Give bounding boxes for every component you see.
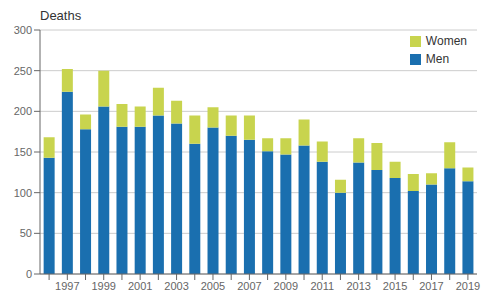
svg-text:2019: 2019: [456, 280, 480, 292]
svg-text:2007: 2007: [237, 280, 261, 292]
svg-text:2003: 2003: [164, 280, 188, 292]
svg-text:150: 150: [14, 146, 32, 158]
svg-text:200: 200: [14, 105, 32, 117]
svg-text:1997: 1997: [55, 280, 79, 292]
html-text:Women: Women: [425, 34, 467, 48]
svg-text:1999: 1999: [91, 280, 115, 292]
svg-text:2017: 2017: [419, 280, 443, 292]
html-text:Men: Men: [425, 52, 450, 66]
svg-text:2011: 2011: [310, 280, 334, 292]
svg-text:2001: 2001: [128, 280, 152, 292]
svg-text:250: 250: [14, 65, 32, 77]
svg-text:0: 0: [26, 268, 32, 280]
svg-text:2013: 2013: [346, 280, 370, 292]
svg-text:2015: 2015: [383, 280, 407, 292]
svg-text:100: 100: [14, 187, 32, 199]
svg-text:50: 50: [20, 227, 32, 239]
svg-text:300: 300: [14, 24, 32, 36]
svg-text:2005: 2005: [201, 280, 225, 292]
html-text:Deaths: Deaths: [40, 8, 82, 23]
svg-text:2009: 2009: [274, 280, 298, 292]
